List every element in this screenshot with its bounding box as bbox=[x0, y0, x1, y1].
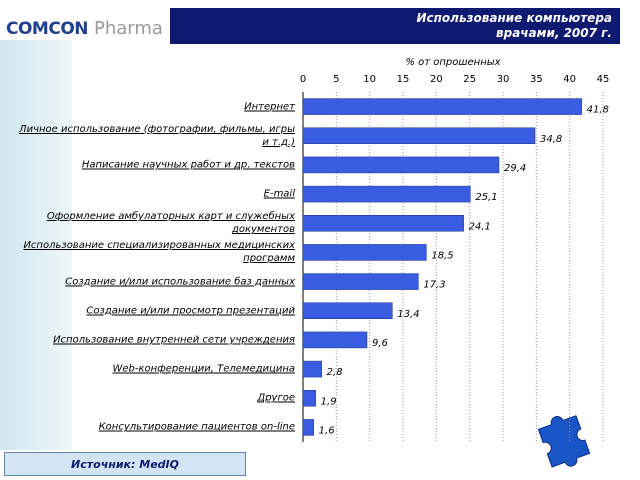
x-tick-label: 10 bbox=[363, 74, 376, 85]
value-label: 1,6 bbox=[319, 425, 335, 436]
puzzle-piece bbox=[537, 415, 591, 468]
category-label: Другое bbox=[257, 392, 295, 404]
value-label: 29,4 bbox=[504, 163, 526, 174]
value-label: 25,1 bbox=[475, 192, 497, 203]
value-label: 1,9 bbox=[321, 396, 337, 407]
category-label: Оформление амбулаторных карт и служебных… bbox=[46, 211, 295, 236]
x-tick-label: 20 bbox=[430, 74, 443, 85]
x-tick-label: 0 bbox=[300, 74, 306, 85]
source: Источник: MedIQ bbox=[4, 452, 246, 476]
bar bbox=[302, 331, 368, 349]
x-tick-label: 15 bbox=[397, 74, 410, 85]
x-tick-label: 30 bbox=[497, 74, 510, 85]
category-label: Использование внутренней сети учреждения bbox=[53, 334, 295, 346]
title-box: Использование компьютера врачами, 2007 г… bbox=[170, 8, 620, 44]
category-label: Личное использование (фотографии, фильмы… bbox=[19, 123, 295, 148]
side-image bbox=[0, 40, 72, 450]
bar bbox=[302, 215, 464, 232]
bar bbox=[302, 98, 582, 115]
bar bbox=[302, 390, 316, 407]
bar bbox=[302, 273, 419, 290]
chart-title: Использование компьютера врачами, 2007 г… bbox=[416, 11, 612, 40]
value-label: 9,6 bbox=[372, 338, 388, 349]
x-tick-label: 40 bbox=[563, 74, 576, 85]
puzzle bbox=[537, 415, 591, 468]
value-label: 13,4 bbox=[397, 309, 419, 320]
bar bbox=[302, 127, 536, 144]
x-tick-label: 25 bbox=[463, 74, 476, 85]
logo-brand: COMCON bbox=[6, 19, 89, 39]
value-label: 2,8 bbox=[327, 367, 343, 378]
value-label: 34,8 bbox=[540, 134, 562, 145]
value-label: 18,5 bbox=[431, 250, 453, 261]
x-tick-label: 35 bbox=[530, 74, 543, 85]
x-tick-label: 5 bbox=[333, 74, 339, 85]
category-label: Создание и/или просмотр презентаций bbox=[86, 305, 295, 317]
category-label: E-mail bbox=[263, 188, 295, 200]
axis-label: % от опрошенных bbox=[405, 57, 500, 68]
bar bbox=[302, 156, 500, 174]
value-label: 41,8 bbox=[587, 105, 609, 116]
bar bbox=[302, 419, 314, 436]
logo: COMCON Pharma bbox=[6, 18, 163, 39]
category-label: Написание научных работ и др. текстов bbox=[81, 159, 295, 171]
logo-product: Pharma bbox=[94, 18, 163, 39]
category-label: Интернет bbox=[244, 101, 295, 113]
bar bbox=[302, 360, 322, 378]
x-tick-label: 45 bbox=[597, 74, 610, 85]
category-label: Использование специализированных медицин… bbox=[23, 240, 295, 265]
value-label: 17,3 bbox=[423, 280, 445, 291]
category-label: Консультирование пациентов on-line bbox=[98, 421, 295, 433]
bar bbox=[302, 302, 393, 319]
category-label: Web-конференции, Телемедицина bbox=[112, 363, 295, 375]
value-label: 24,1 bbox=[469, 221, 491, 232]
bar bbox=[302, 244, 427, 261]
bar bbox=[302, 185, 471, 203]
category-label: Создание и/или использование баз данных bbox=[65, 276, 295, 288]
